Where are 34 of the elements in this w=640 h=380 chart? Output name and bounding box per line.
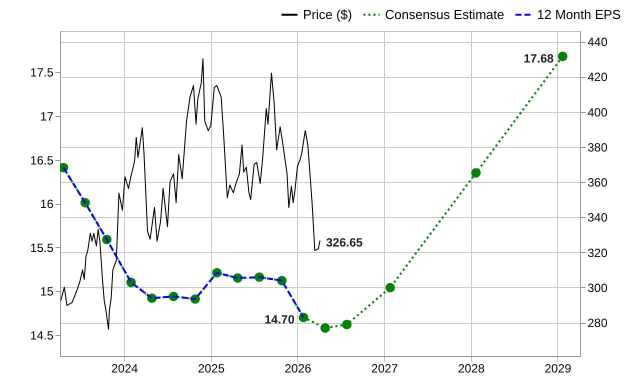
legend-label: Consensus Estimate: [385, 6, 504, 22]
y2-tick-label: 340: [588, 210, 608, 225]
y-tick-label: 16.5: [30, 153, 54, 168]
x-tick-label: 2027: [371, 362, 398, 376]
annotation: 14.70: [264, 312, 295, 326]
y-tick-label: 17.5: [30, 66, 54, 80]
annotation: 17.68: [524, 51, 554, 66]
legend-label: Price ($): [303, 6, 352, 22]
y-tick-label: 14.5: [30, 328, 54, 342]
line-series: [60, 58, 320, 330]
x-tick-label: 2026: [284, 362, 312, 376]
y2-tick-label: 400: [588, 105, 608, 120]
y2-tick-label: 380: [588, 140, 608, 154]
y2-tick-label: 280: [588, 316, 608, 330]
point: [320, 323, 330, 333]
y2-tick-label: 440: [588, 35, 608, 50]
y-tick-label: 17: [40, 109, 54, 124]
y-tick-label: 15.5: [30, 240, 54, 255]
y-tick-label: 16: [40, 197, 54, 212]
y-tick-label: 15: [40, 284, 54, 299]
point: [558, 52, 568, 62]
x-tick-label: 2025: [198, 362, 225, 376]
y2-tick-label: 360: [588, 176, 608, 190]
x-tick-label: 2028: [458, 362, 485, 376]
x-tick-label: 2024: [111, 362, 138, 376]
y2-tick-label: 300: [588, 280, 608, 295]
legend-label: 12 Month EPS: [537, 6, 622, 22]
y2-tick-label: 420: [588, 70, 608, 84]
point: [385, 282, 395, 292]
point: [342, 320, 352, 330]
annotation: 326.65: [326, 236, 364, 250]
point: [471, 168, 481, 178]
y2-tick-label: 320: [588, 246, 608, 260]
x-tick-label: 2029: [544, 362, 572, 376]
